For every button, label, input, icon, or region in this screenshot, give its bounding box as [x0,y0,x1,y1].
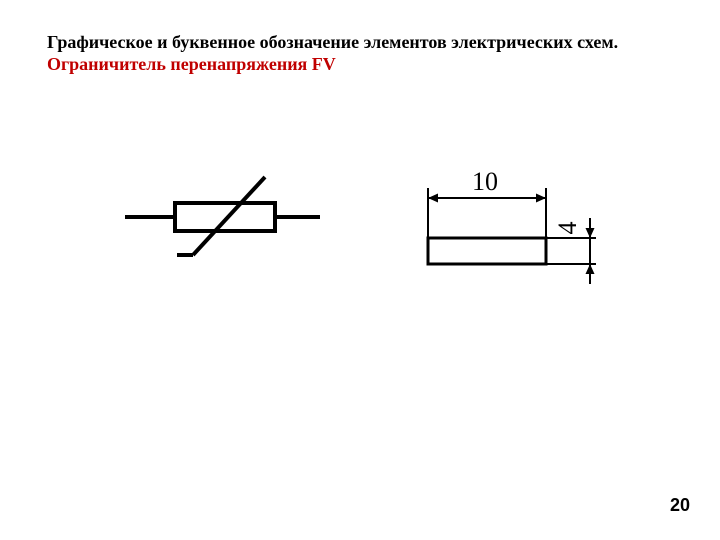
dimension-drawing: 10 4 [400,150,620,290]
overvoltage-limiter-symbol [115,165,325,275]
svg-text:10: 10 [472,167,498,196]
dimension-drawing-svg: 10 4 [400,150,620,300]
overvoltage-limiter-svg [115,165,325,275]
title-line-1: Графическое и буквенное обозначение элем… [47,32,618,53]
title-line-2: Ограничитель перенапряжения FV [47,54,336,75]
svg-text:4: 4 [553,222,582,235]
page-number: 20 [670,495,690,516]
page: Графическое и буквенное обозначение элем… [0,0,720,540]
